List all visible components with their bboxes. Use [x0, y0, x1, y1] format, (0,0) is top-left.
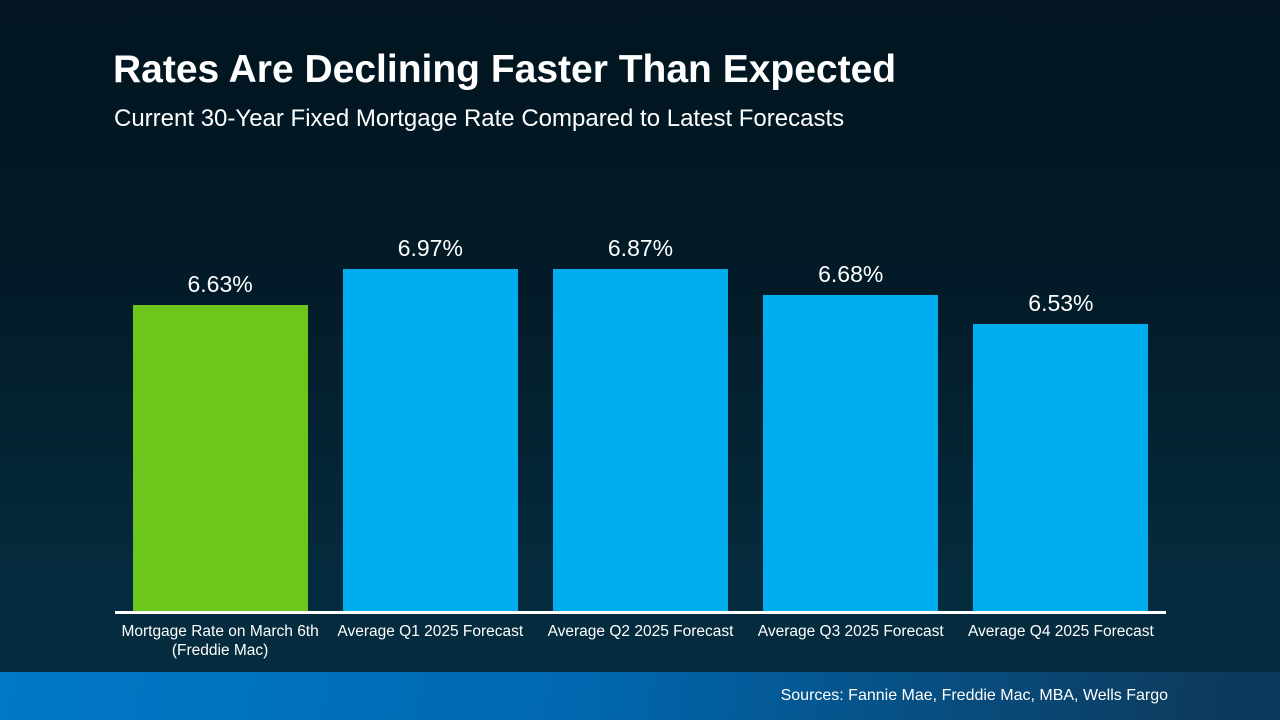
- bar-value-label: 6.87%: [607, 235, 674, 261]
- bar-column: 6.68%: [746, 235, 956, 612]
- page-subtitle: Current 30-Year Fixed Mortgage Rate Comp…: [114, 105, 845, 132]
- chart-plot-area: 6.63% 6.97% 6.87% 6.68% 6.53%: [115, 235, 1166, 612]
- bar-value-label: 6.53%: [1028, 289, 1094, 316]
- footer-bar: Sources: Fannie Mae, Freddie Mac, MBA, W…: [0, 672, 1280, 720]
- bar-value-label: 6.97%: [397, 235, 463, 261]
- x-axis-line: [115, 611, 1166, 614]
- x-axis-label: Average Q1 2025 Forecast: [337, 623, 524, 640]
- page-title: Rates Are Declining Faster Than Expected: [113, 48, 897, 91]
- bar-current-mortgage-rate: [132, 304, 308, 612]
- bar-column: 6.97%: [325, 235, 535, 612]
- x-axis-labels: Mortgage Rate on March 6th (Freddie Mac)…: [115, 623, 1166, 661]
- bar-value-label: 6.68%: [818, 261, 884, 288]
- bar-value-label: 6.63%: [187, 270, 253, 297]
- bar-column: 6.87%: [535, 235, 745, 612]
- x-axis-label: Average Q2 2025 Forecast: [547, 623, 734, 640]
- x-axis-label: Average Q4 2025 Forecast: [968, 623, 1154, 640]
- bar-q3-2025-forecast: [763, 295, 939, 612]
- sources-text: Sources: Fannie Mae, Freddie Mac, MBA, W…: [780, 687, 1168, 704]
- bar-q1-2025-forecast: [342, 269, 518, 612]
- bar-q4-2025-forecast: [973, 323, 1149, 612]
- x-axis-label: Mortgage Rate on March 6th (Freddie Mac): [121, 623, 319, 659]
- bar-column: 6.53%: [956, 235, 1166, 612]
- bar-q2-2025-forecast: [553, 269, 728, 612]
- bar-column: 6.63%: [115, 235, 325, 612]
- x-axis-label: Average Q3 2025 Forecast: [757, 623, 944, 640]
